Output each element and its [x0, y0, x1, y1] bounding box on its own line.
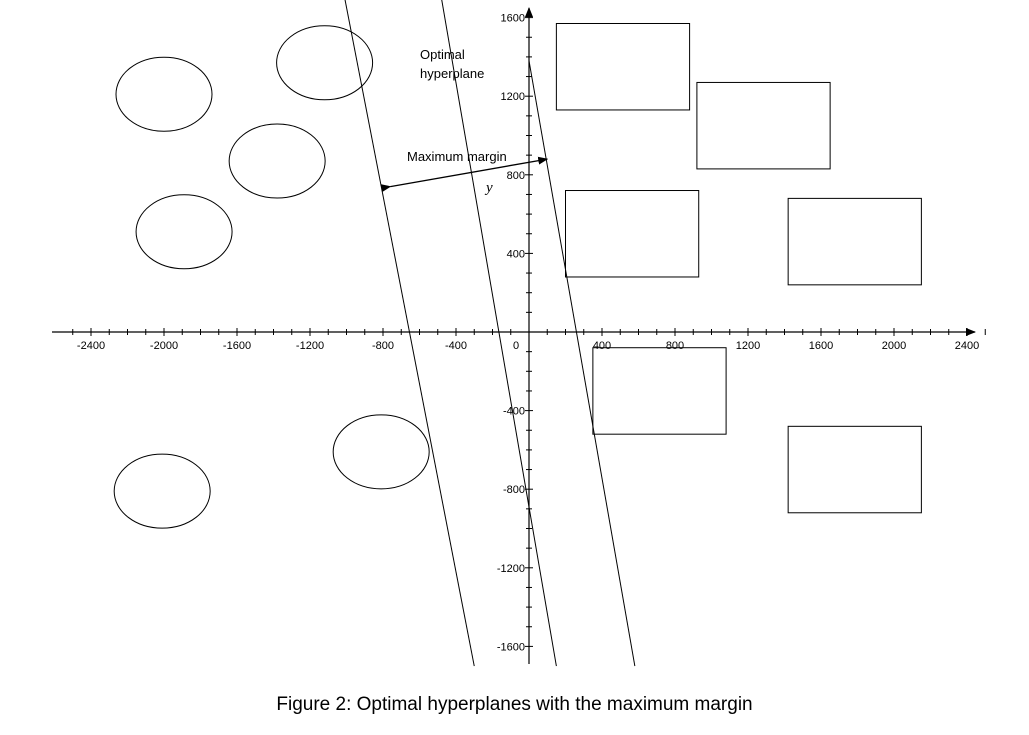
class-a-ellipse-4: [135, 194, 233, 270]
maximum-margin-label: Maximum margin: [407, 149, 507, 164]
figure-caption: Figure 2: Optimal hyperplanes with the m…: [276, 694, 753, 715]
x-tick-label: 1600: [809, 340, 833, 352]
class-b-rectangle-3: [565, 190, 700, 278]
x-tick-label: 0: [513, 340, 519, 352]
y-tick-label: -1200: [497, 563, 525, 575]
class-a-ellipse-6: [113, 453, 211, 529]
x-tick-label: -2400: [77, 340, 105, 352]
class-b-rectangle-2: [696, 81, 831, 170]
x-tick-label: -2000: [150, 340, 178, 352]
class-a-ellipse-1: [115, 56, 213, 132]
x-tick-label: -1600: [223, 340, 251, 352]
y-tick-label: 400: [507, 248, 525, 260]
hyperplane-lines: [344, 0, 636, 667]
x-tick-label: 400: [593, 340, 611, 352]
maximum-margin-arrow: [380, 156, 549, 193]
class-a-ellipse-5: [332, 414, 430, 490]
y-tick-label: 1600: [501, 13, 525, 25]
optimal-hyperplane-label-line2: hyperplane: [420, 66, 484, 81]
x-tick-label: 2400: [955, 340, 979, 352]
class-b-rectangle-1: [555, 22, 691, 111]
class-a-ellipse-3: [228, 123, 326, 199]
y-symbol-label: y: [484, 180, 493, 196]
x-tick-label: -800: [372, 340, 394, 352]
x-tick-label: -1200: [296, 340, 324, 352]
data-shapes: [113, 22, 922, 529]
class-b-rectangle-6: [787, 425, 922, 514]
y-tick-label: -1600: [497, 641, 525, 653]
y-tick-label: -400: [503, 406, 525, 418]
x-tick-label: 2000: [882, 340, 906, 352]
hyperplane-margin-right: [528, 60, 636, 667]
class-a-ellipse-2: [276, 25, 374, 101]
x-tick-label: 1200: [736, 340, 760, 352]
coordinate-axes: -2400 -2000 -1600 -1200 -800 -400 0 400 800 1200 1…: [52, 7, 986, 664]
svm-hyperplane-figure: -2400 -2000 -1600 -1200 -800 -400 0 400 800 1200 1…: [52, 0, 986, 667]
class-b-rectangle-4: [787, 197, 922, 286]
x-tick-label: -400: [445, 340, 467, 352]
annotations: Optimal hyperplane Maximum margin y: [407, 47, 507, 196]
y-tick-label: 1200: [501, 91, 525, 103]
optimal-hyperplane-label-line1: Optimal: [420, 47, 465, 62]
class-b-rectangle-5: [592, 347, 727, 435]
hyperplane-margin-left: [344, 0, 475, 667]
x-tick-label: 800: [666, 340, 684, 352]
y-tick-label: -800: [503, 484, 525, 496]
y-tick-label: 800: [507, 170, 525, 182]
